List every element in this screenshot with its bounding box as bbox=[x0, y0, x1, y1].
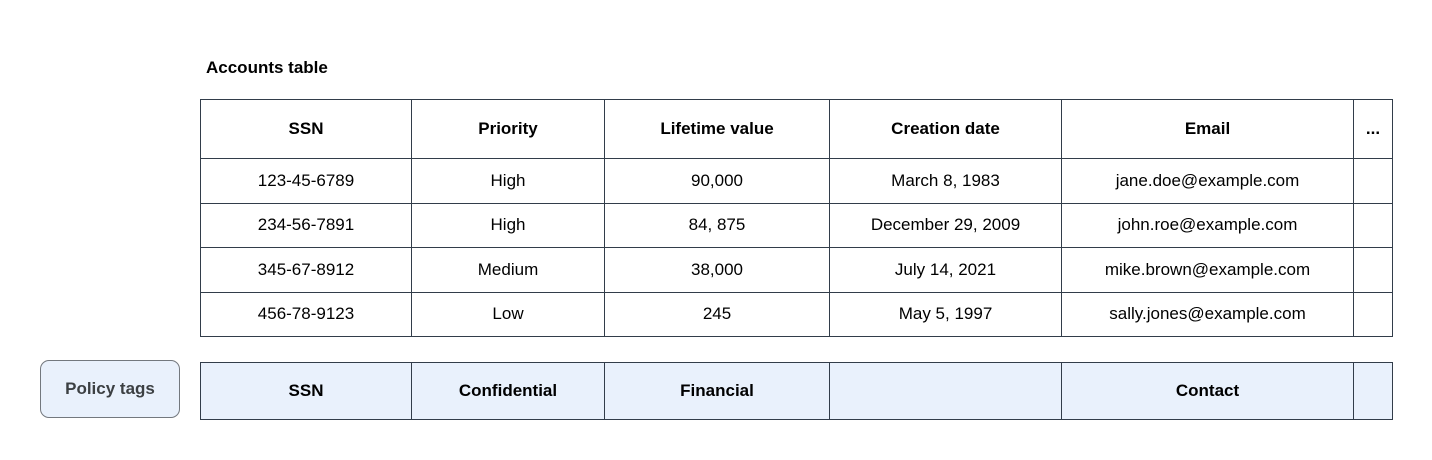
table-row: 234-56-7891 High 84, 875 December 29, 2009 j… bbox=[200, 202, 1393, 248]
table-row: 345-67-8912 Medium 38,000 July 14, 2021 mike… bbox=[200, 247, 1393, 293]
policy-tag-contact: Contact bbox=[1061, 362, 1354, 420]
cell-r4-ssn: 456-78-9123 bbox=[200, 291, 412, 337]
cell-r3-creation-date: July 14, 2021 bbox=[829, 247, 1062, 293]
column-header-ssn: SSN bbox=[200, 99, 412, 159]
policy-tags-cells: SSN Confidential Financial Contact bbox=[200, 362, 1393, 420]
cell-r2-more bbox=[1353, 202, 1393, 248]
column-header-lifetime-value: Lifetime value bbox=[604, 99, 830, 159]
policy-tag-ssn: SSN bbox=[200, 362, 412, 420]
cell-r4-email: sally.jones@example.com bbox=[1061, 291, 1354, 337]
cell-r4-more bbox=[1353, 291, 1393, 337]
cell-r1-creation-date: March 8, 1983 bbox=[829, 158, 1062, 204]
cell-r4-lifetime-value: 245 bbox=[604, 291, 830, 337]
table-row: 456-78-9123 Low 245 May 5, 1997 sally.jones@… bbox=[200, 291, 1393, 337]
cell-r2-ssn: 234-56-7891 bbox=[200, 202, 412, 248]
cell-r3-lifetime-value: 38,000 bbox=[604, 247, 830, 293]
cell-r2-priority: High bbox=[411, 202, 605, 248]
cell-r1-priority: High bbox=[411, 158, 605, 204]
policy-tags-row: SSN Confidential Financial Contact bbox=[200, 362, 1393, 420]
column-header-priority: Priority bbox=[411, 99, 605, 159]
cell-r4-priority: Low bbox=[411, 291, 605, 337]
column-header-creation-date: Creation date bbox=[829, 99, 1062, 159]
cell-r3-ssn: 345-67-8912 bbox=[200, 247, 412, 293]
cell-r3-priority: Medium bbox=[411, 247, 605, 293]
cell-r1-email: jane.doe@example.com bbox=[1061, 158, 1354, 204]
accounts-table-title: Accounts table bbox=[206, 58, 328, 77]
policy-tag-confidential: Confidential bbox=[411, 362, 605, 420]
table-row: 123-45-6789 High 90,000 March 8, 1983 jane.d… bbox=[200, 158, 1393, 204]
accounts-table: SSN Priority Lifetime value Creation date Em… bbox=[200, 99, 1393, 337]
column-header-email: Email bbox=[1061, 99, 1354, 159]
policy-tag-empty bbox=[829, 362, 1062, 420]
accounts-header-row: SSN Priority Lifetime value Creation date Em… bbox=[200, 99, 1393, 159]
cell-r1-more bbox=[1353, 158, 1393, 204]
cell-r1-lifetime-value: 90,000 bbox=[604, 158, 830, 204]
cell-r3-more bbox=[1353, 247, 1393, 293]
cell-r4-creation-date: May 5, 1997 bbox=[829, 291, 1062, 337]
cell-r2-email: john.roe@example.com bbox=[1061, 202, 1354, 248]
cell-r2-creation-date: December 29, 2009 bbox=[829, 202, 1062, 248]
cell-r3-email: mike.brown@example.com bbox=[1061, 247, 1354, 293]
column-header-more: ... bbox=[1353, 99, 1393, 159]
policy-tag-empty bbox=[1353, 362, 1393, 420]
cell-r1-ssn: 123-45-6789 bbox=[200, 158, 412, 204]
policy-tag-financial: Financial bbox=[604, 362, 830, 420]
cell-r2-lifetime-value: 84, 875 bbox=[604, 202, 830, 248]
policy-tags-button: Policy tags bbox=[40, 360, 180, 418]
